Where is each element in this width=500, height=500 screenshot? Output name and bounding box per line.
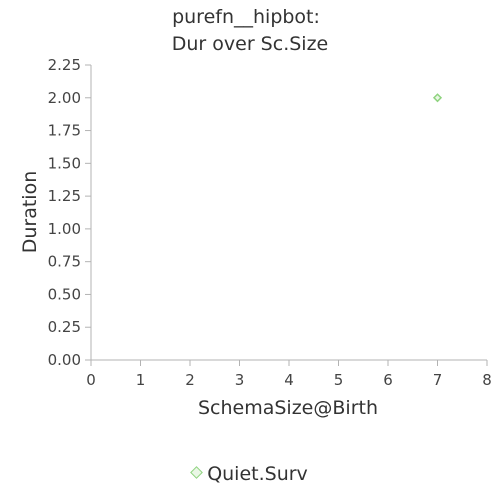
x-tick-label: 0	[86, 371, 96, 389]
plot-area: 0.00 0.25 0.50 0.75 1.00 1.25 1.50 1.75 2.00 2.25…	[48, 56, 492, 389]
y-tick-label: 2.25	[48, 56, 81, 74]
legend-label: Quiet.Surv	[207, 463, 308, 485]
x-tick-label: 4	[284, 371, 294, 389]
x-tick-label: 6	[383, 371, 393, 389]
x-tick-label: 1	[136, 371, 146, 389]
legend-marker-diamond-icon	[190, 466, 204, 479]
y-axis-label: Duration	[19, 171, 41, 254]
y-tick-label: 2.00	[48, 89, 81, 107]
y-tick-label: 1.75	[48, 122, 81, 140]
x-axis-label: SchemaSize@Birth	[198, 397, 378, 419]
x-tick-label: 7	[433, 371, 443, 389]
x-tick-label: 5	[334, 371, 344, 389]
y-tick-label: 0.50	[48, 285, 81, 303]
chart-title-line2: Dur over Sc.Size	[172, 33, 328, 55]
data-point	[432, 93, 443, 103]
x-tick-label: 3	[235, 371, 245, 389]
y-tick-label: 0.00	[48, 351, 81, 369]
chart-title-line1: purefn__hipbot:	[172, 6, 320, 28]
y-tick-label: 0.75	[48, 253, 81, 271]
x-tick-label: 2	[185, 371, 195, 389]
y-tick-label: 1.50	[48, 154, 81, 172]
y-tick-label: 1.00	[48, 220, 81, 238]
y-tick-label: 0.25	[48, 318, 81, 336]
y-tick-label: 1.25	[48, 187, 81, 205]
legend: Quiet.Surv	[0, 463, 500, 485]
x-tick-label: 8	[482, 371, 492, 389]
